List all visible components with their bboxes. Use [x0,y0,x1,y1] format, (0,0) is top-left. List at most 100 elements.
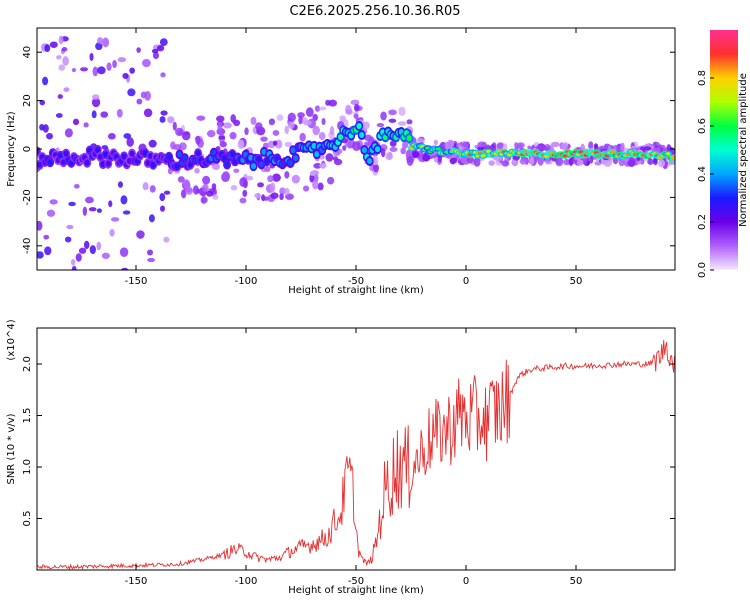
spectrogram-ridge-core [142,150,148,157]
spectrogram-panel: -150 -100 -50 0 50 -40 -20 0 20 40 Height of str… [6,27,676,296]
spectrogram-noise-blob [107,132,116,140]
spectrogram-noise-blob [116,108,123,118]
spectrogram-noise-blob [140,91,147,99]
spectrogram-noise-blob [250,116,257,125]
spectrogram-noise-blob [112,59,117,69]
spectrogram-noise-blob [402,141,409,149]
snr-x-label: Height of straight line (km) [288,585,424,596]
spectrogram-noise-blob [345,109,353,115]
spectrogram-noise-blob [64,128,73,138]
spectrogram-ridge-core [359,132,365,139]
spectrogram-noise-blob [46,209,56,217]
spectrogram-noise-blob [319,163,327,169]
spectrogram-noise-blob [272,173,281,182]
spectrogram-noise-blob [89,245,96,255]
spectrogram-noise-blob [39,99,46,106]
spectrogram-noise-blob [279,187,286,195]
spectrogram-ridge-core [258,161,264,168]
spectrogram-noise-blob [291,174,300,184]
spectrogram-noise-blob [244,127,249,136]
spectrogram-ridge-core [314,151,320,158]
spectrogram-noise-blob [317,182,324,191]
spectrogram-noise-blob [202,175,211,185]
spectrogram-noise-blob [212,194,219,200]
spectrogram-noise-blob [230,185,238,191]
spectrogram-noise-blob [287,112,296,123]
spectrogram-noise-blob [223,122,232,129]
spectrogram-noise-blob [163,190,171,195]
spectrogram-noise-blob [78,247,87,254]
spectrogram-ridge-core [37,148,40,155]
spectrogram-noise-blob [398,106,406,117]
spectrogram-ridge-core [562,154,568,158]
spectrogram-noise-blob [538,143,545,151]
spectrogram-noise-blob [461,142,470,148]
spectrogram-noise-blob [149,185,156,193]
spectrogram-noise-blob [91,97,101,108]
spectrogram-noise-blob [181,131,191,141]
spectrogram-noise-blob [63,87,70,92]
spectrogram-ridge-core [374,146,381,153]
spectrogram-noise-blob [380,148,386,158]
spectrogram-noise-blob [312,179,319,190]
spectrogram-noise-blob [254,193,262,198]
spectrogram-noise-blob [120,267,129,270]
colorbar-ticks: 0.0 0.2 0.4 0.6 0.8 [697,70,714,278]
spectrogram-ridge-core [224,161,230,168]
spectrogram-noise-blob [555,157,564,167]
spectrogram-noise-blob [88,207,97,212]
spectrogram-noise-blob [61,47,68,52]
spectrogram-noise-blob [117,57,127,63]
spectrogram-noise-blob [516,142,525,149]
spectrogram-noise-blob [136,230,145,239]
spectrogram-noise-blob [152,51,160,60]
spectrogram-ridge-core [192,156,198,163]
spectrogram-noise-blob [443,141,451,151]
spectrogram-noise-blob [64,236,72,243]
colorbar-label: Normalized spectral amplitude [738,73,749,227]
spectrogram-noise-blob [192,185,199,195]
spectrogram-noise-blob [100,111,109,118]
spectrogram-noise-blob [312,125,320,136]
spectrogram-noise-blob [101,145,109,150]
spectrogram-noise-blob [83,122,89,128]
spectrogram-noise-blob [89,53,94,61]
colorbar: 0.0 0.2 0.4 0.6 0.8 Normalized spectral ampl… [697,30,749,278]
spectrogram-noise-blob [160,72,166,78]
spectrogram-ridge-core [129,150,135,157]
spectrogram-noise-blob [239,197,247,204]
spectrogram-noise-blob [283,187,290,196]
spectrogram-noise-blob [270,192,279,199]
snr-x-tick-label: -50 [348,576,364,587]
spectrogram-noise-blob [302,185,310,192]
spectrogram-noise-blob [146,249,154,256]
snr-plot-area [37,328,675,570]
spectrogram-noise-blob [206,190,214,197]
spectrogram-ridge-core [361,146,367,153]
spectrogram-noise-blob [658,159,666,168]
spectrogram-noise-blob [57,94,63,99]
spectrogram-ridge-core [47,159,53,166]
spectrogram-noise-blob [339,115,346,122]
spectrogram-noise-blob [206,129,216,138]
spectrogram-ridge-core [435,147,441,151]
spectrogram-noise-blob [159,205,166,212]
spectrogram-noise-blob [276,114,284,121]
spectrogram-noise-blob [117,181,123,188]
spectrogram-noise-blob [58,64,65,71]
spectrogram-noise-blob [49,199,58,205]
spectrogram-ridge-core [480,154,486,158]
spectrogram-noise-blob [353,103,360,112]
spectrogram-noise-blob [58,35,64,45]
spectrogram-noise-blob [284,141,293,148]
spectrogram-ridge-core [311,142,317,149]
spectrogram-noise-blob [389,146,398,152]
spectrogram-noise-blob [136,98,143,105]
spectrogram-noise-blob [68,201,76,207]
spectrogram-ridge-core [261,148,267,155]
spectrogram-noise-blob [269,121,275,126]
spectrogram-noise-blob [109,228,115,237]
spectrogram-noise-blob [85,196,94,204]
snr-x-tick-label: -100 [235,576,258,587]
